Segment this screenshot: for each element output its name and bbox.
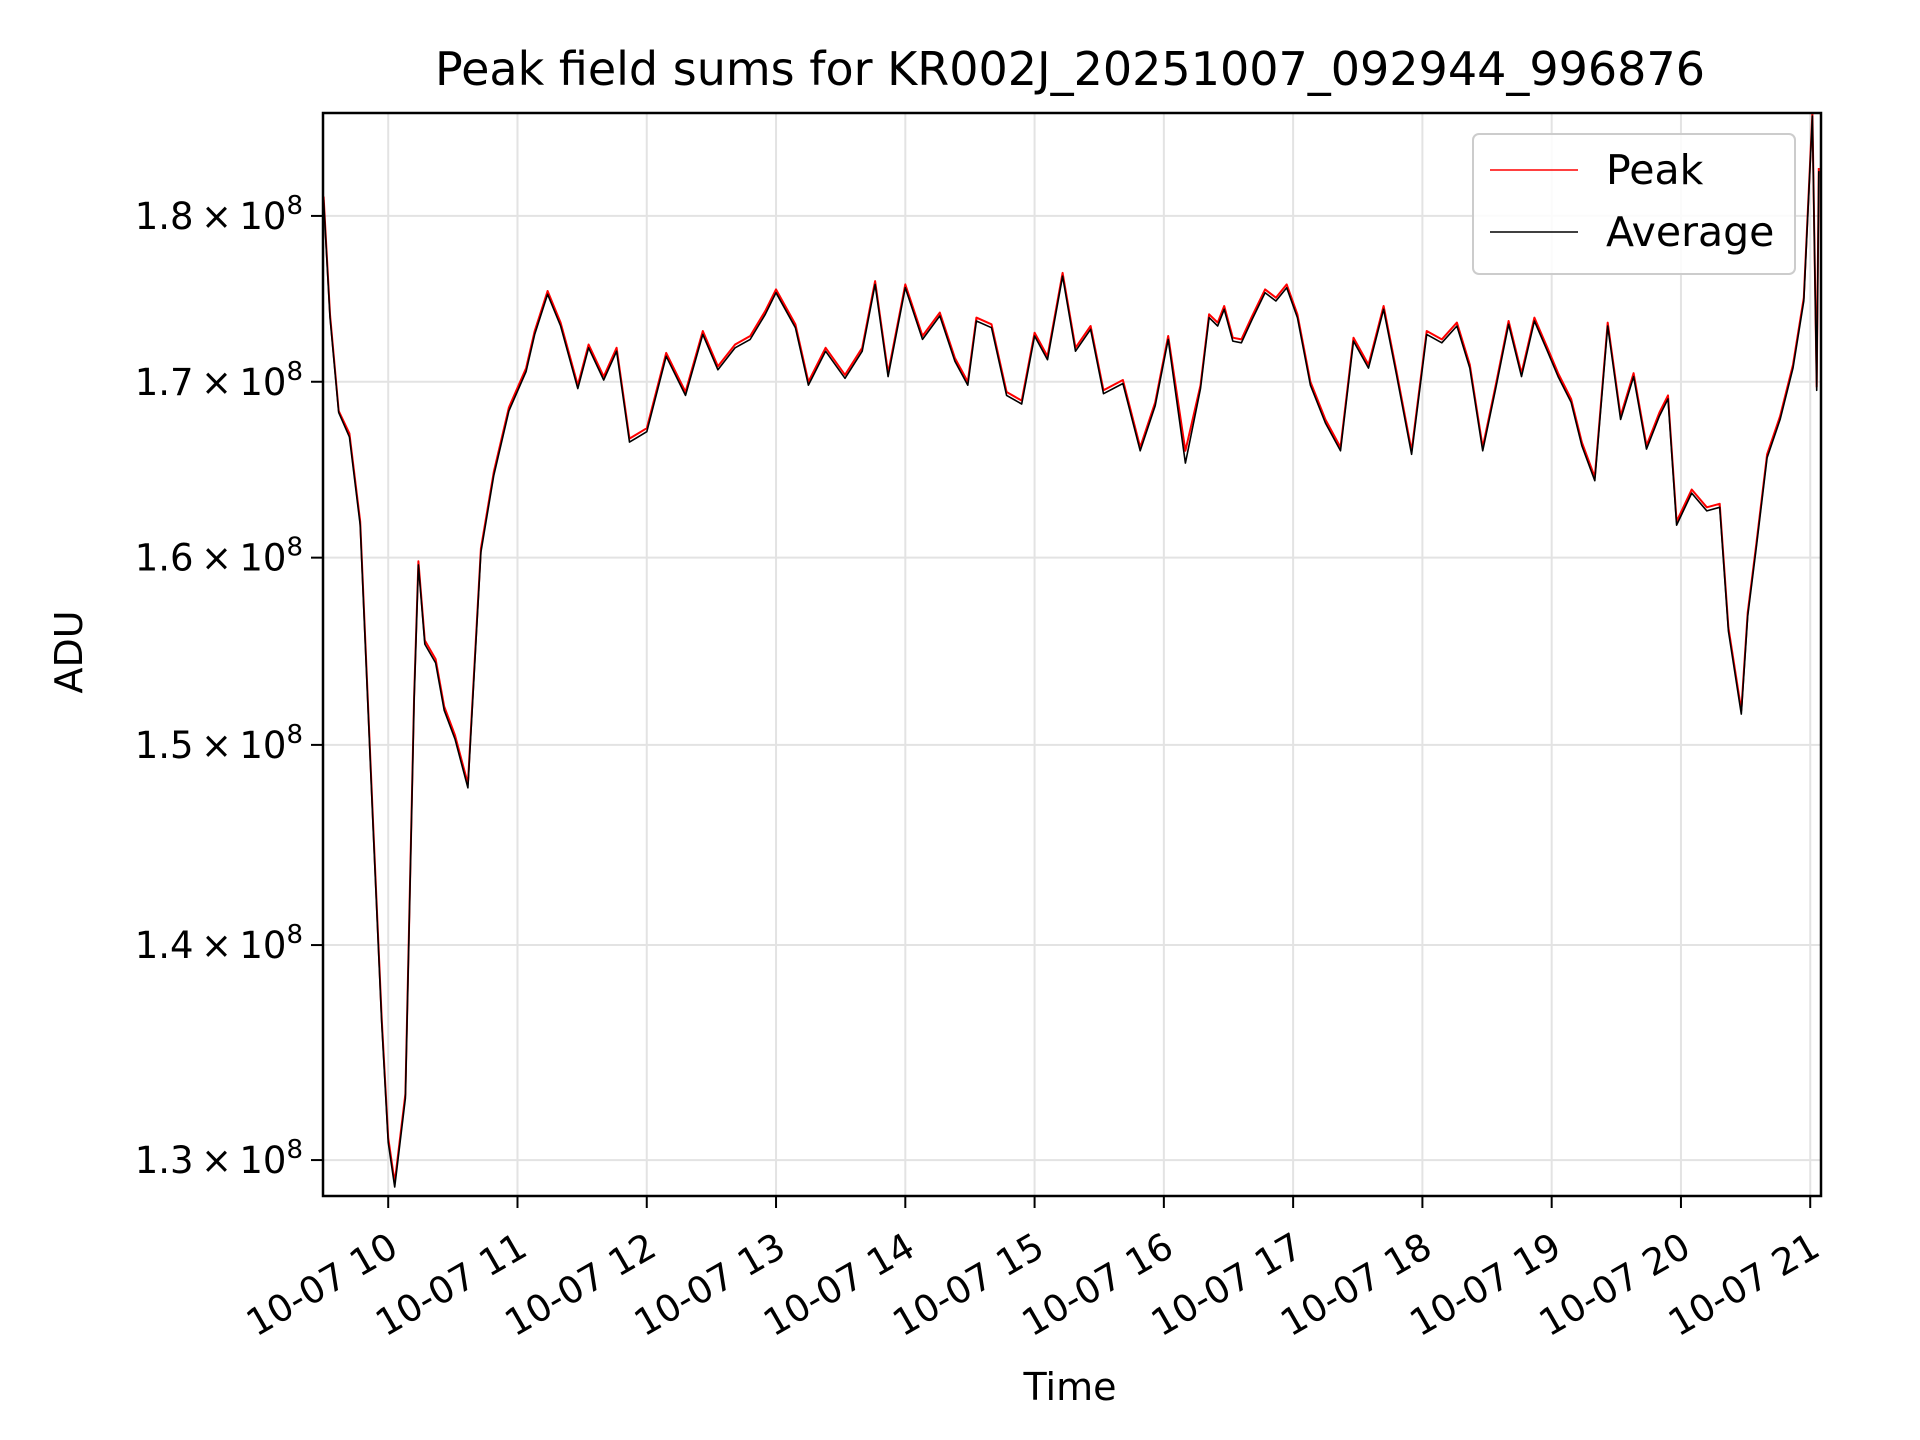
y-tick-label: 1.8 × 108	[135, 191, 303, 238]
chart-title: Peak field sums for KR002J_20251007_0929…	[435, 42, 1705, 96]
y-tick-label: 1.4 × 108	[135, 920, 303, 967]
legend-label-peak: Peak	[1606, 146, 1704, 194]
legend-label-average: Average	[1606, 208, 1774, 256]
legend: Peak Average	[1472, 133, 1796, 275]
x-axis-label: Time	[1023, 1365, 1117, 1409]
y-tick-label: 1.5 × 108	[135, 720, 303, 767]
y-axis: 1.3 × 108 1.4 × 108 1.5 × 108 1.6 × 108 1.7 …	[135, 191, 323, 1182]
series-line-average	[322, 115, 1820, 1188]
series-lines	[322, 112, 1820, 1188]
y-axis-label: ADU	[47, 610, 91, 693]
y-tick-label: 1.6 × 108	[135, 533, 303, 580]
y-tick-label: 1.7 × 108	[135, 357, 303, 404]
legend-box	[1472, 133, 1796, 275]
plot-frame	[321, 111, 1823, 1198]
y-tick-label: 1.3 × 108	[135, 1135, 303, 1182]
grid	[323, 113, 1821, 1196]
